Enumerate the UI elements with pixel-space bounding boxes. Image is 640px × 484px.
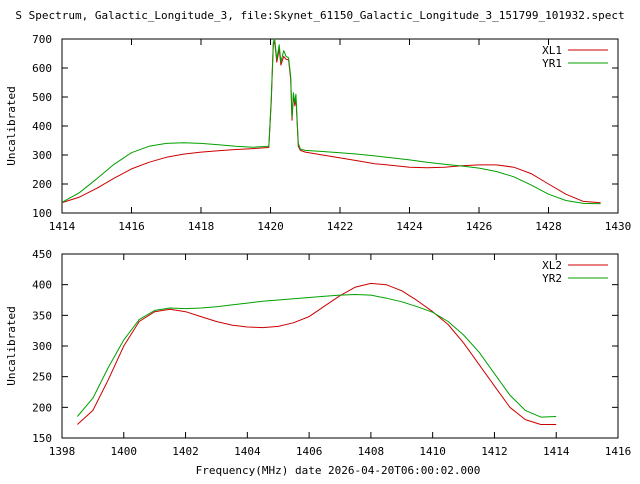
panel-2: 150 200 250 300 350 400 450 1398 1400 1402 1404 140… <box>5 248 631 458</box>
y-tick-label: 150 <box>32 432 52 445</box>
y-axis-label: Uncalibrated <box>5 306 18 385</box>
panel-1: 100 200 300 400 500 600 700 1414 1416 1418 1420 142… <box>5 33 631 233</box>
x-tick-label: 1430 <box>605 220 632 233</box>
y-tick-label: 200 <box>32 401 52 414</box>
x-tick-label: 1422 <box>327 220 354 233</box>
legend-label-yr1: YR1 <box>542 57 562 70</box>
x-axis-label: Frequency(MHz) date 2026-04-20T06:00:02.… <box>196 464 481 477</box>
y-tick-label: 350 <box>32 309 52 322</box>
figure-title: S Spectrum, Galactic_Longitude_3, file:S… <box>15 9 624 22</box>
x-tick-label: 1410 <box>419 445 446 458</box>
x-tick-label: 1406 <box>296 445 323 458</box>
legend-label-xl2: XL2 <box>542 259 562 272</box>
x-tick-label: 1400 <box>111 445 138 458</box>
x-tick-label: 1428 <box>535 220 562 233</box>
x-tick-label: 1398 <box>49 445 76 458</box>
panels: 100 200 300 400 500 600 700 1414 1416 1418 1420 142… <box>5 33 631 458</box>
y-tick-label: 500 <box>32 91 52 104</box>
y-tick-label: 400 <box>32 120 52 133</box>
y-tick-label: 600 <box>32 62 52 75</box>
x-tick-label: 1414 <box>49 220 76 233</box>
y-axis-label: Uncalibrated <box>5 86 18 165</box>
x-tick-label: 1424 <box>396 220 423 233</box>
series-line-xl1 <box>61 41 601 204</box>
series-line-xl2 <box>77 282 557 425</box>
y-tick-label: 400 <box>32 279 52 292</box>
y-tick-label: 450 <box>32 248 52 261</box>
x-tick-label: 1402 <box>172 445 199 458</box>
y-tick-label: 200 <box>32 178 52 191</box>
y-tick-label: 100 <box>32 207 52 220</box>
x-tick-label: 1418 <box>188 220 215 233</box>
series-line-yr1 <box>61 38 601 205</box>
x-tick-label: 1416 <box>118 220 145 233</box>
y-tick-label: 300 <box>32 149 52 162</box>
x-tick-label: 1420 <box>257 220 284 233</box>
x-tick-label: 1412 <box>481 445 508 458</box>
x-tick-label: 1408 <box>358 445 385 458</box>
x-tick-label: 1416 <box>605 445 632 458</box>
legend-label-yr2: YR2 <box>542 272 562 285</box>
x-tick-label: 1404 <box>234 445 261 458</box>
y-tick-label: 700 <box>32 33 52 46</box>
series-line-yr2 <box>77 294 557 418</box>
legend-label-xl1: XL1 <box>542 44 562 57</box>
x-tick-label: 1426 <box>466 220 493 233</box>
y-tick-label: 250 <box>32 371 52 384</box>
x-tick-label: 1414 <box>543 445 570 458</box>
y-tick-label: 300 <box>32 340 52 353</box>
plot-frame <box>61 253 619 439</box>
